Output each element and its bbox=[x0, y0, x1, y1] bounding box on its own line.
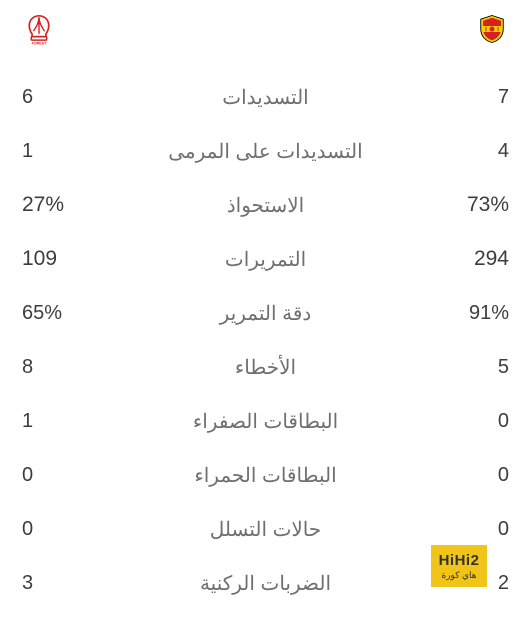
stat-row: 6التسديدات7 bbox=[22, 70, 509, 124]
team-logo-manchester-united bbox=[477, 12, 507, 46]
stat-value-left: 3 bbox=[22, 572, 82, 595]
watermark-brand: HiHi2 bbox=[439, 553, 480, 568]
stat-value-left: 0 bbox=[22, 518, 82, 541]
stat-row: 1البطاقات الصفراء0 bbox=[22, 394, 509, 448]
stat-value-right: 91% bbox=[449, 302, 509, 325]
stat-value-left: 109 bbox=[22, 247, 82, 271]
stat-value-right: 294 bbox=[449, 247, 509, 271]
stat-label: حالات التسلل bbox=[82, 517, 449, 542]
svg-text:FOREST: FOREST bbox=[32, 41, 47, 45]
stat-value-right: 5 bbox=[449, 356, 509, 379]
stat-value-right: 0 bbox=[449, 518, 509, 541]
stat-row: 109التمريرات294 bbox=[22, 232, 509, 286]
stat-value-left: 27% bbox=[22, 193, 82, 217]
watermark-tagline: هاي كورة bbox=[441, 571, 476, 580]
stat-label: التمريرات bbox=[82, 247, 449, 272]
stat-value-left: 1 bbox=[22, 140, 82, 163]
stat-row: 27%الاستحواذ73% bbox=[22, 178, 509, 232]
stat-value-left: 6 bbox=[22, 86, 82, 109]
stat-row: 0البطاقات الحمراء0 bbox=[22, 448, 509, 502]
stats-container: FOREST 6التسديدات71التسديدات على المرمى4… bbox=[0, 0, 531, 610]
stat-value-right: 7 bbox=[449, 86, 509, 109]
stat-label: البطاقات الحمراء bbox=[82, 463, 449, 488]
stat-label: البطاقات الصفراء bbox=[82, 409, 449, 434]
teams-header: FOREST bbox=[22, 12, 509, 46]
team-logo-nottingham-forest: FOREST bbox=[24, 12, 54, 46]
stat-value-left: 0 bbox=[22, 464, 82, 487]
watermark: HiHi2 هاي كورة bbox=[431, 545, 487, 587]
stat-label: التسديدات على المرمى bbox=[82, 139, 449, 164]
stat-label: الأخطاء bbox=[82, 355, 449, 380]
stat-row: 1التسديدات على المرمى4 bbox=[22, 124, 509, 178]
stat-row: 8الأخطاء5 bbox=[22, 340, 509, 394]
stat-value-right: 73% bbox=[449, 193, 509, 217]
stat-value-left: 1 bbox=[22, 410, 82, 433]
stat-label: دقة التمرير bbox=[82, 301, 449, 326]
stat-label: الضربات الركنية bbox=[82, 571, 449, 596]
stat-value-left: 8 bbox=[22, 356, 82, 379]
stat-value-right: 0 bbox=[449, 410, 509, 433]
stat-row: 65%دقة التمرير91% bbox=[22, 286, 509, 340]
stat-label: الاستحواذ bbox=[82, 193, 449, 218]
stat-label: التسديدات bbox=[82, 85, 449, 110]
stat-value-right: 0 bbox=[449, 464, 509, 487]
stat-value-right: 4 bbox=[449, 140, 509, 163]
stat-value-left: 65% bbox=[22, 302, 82, 325]
